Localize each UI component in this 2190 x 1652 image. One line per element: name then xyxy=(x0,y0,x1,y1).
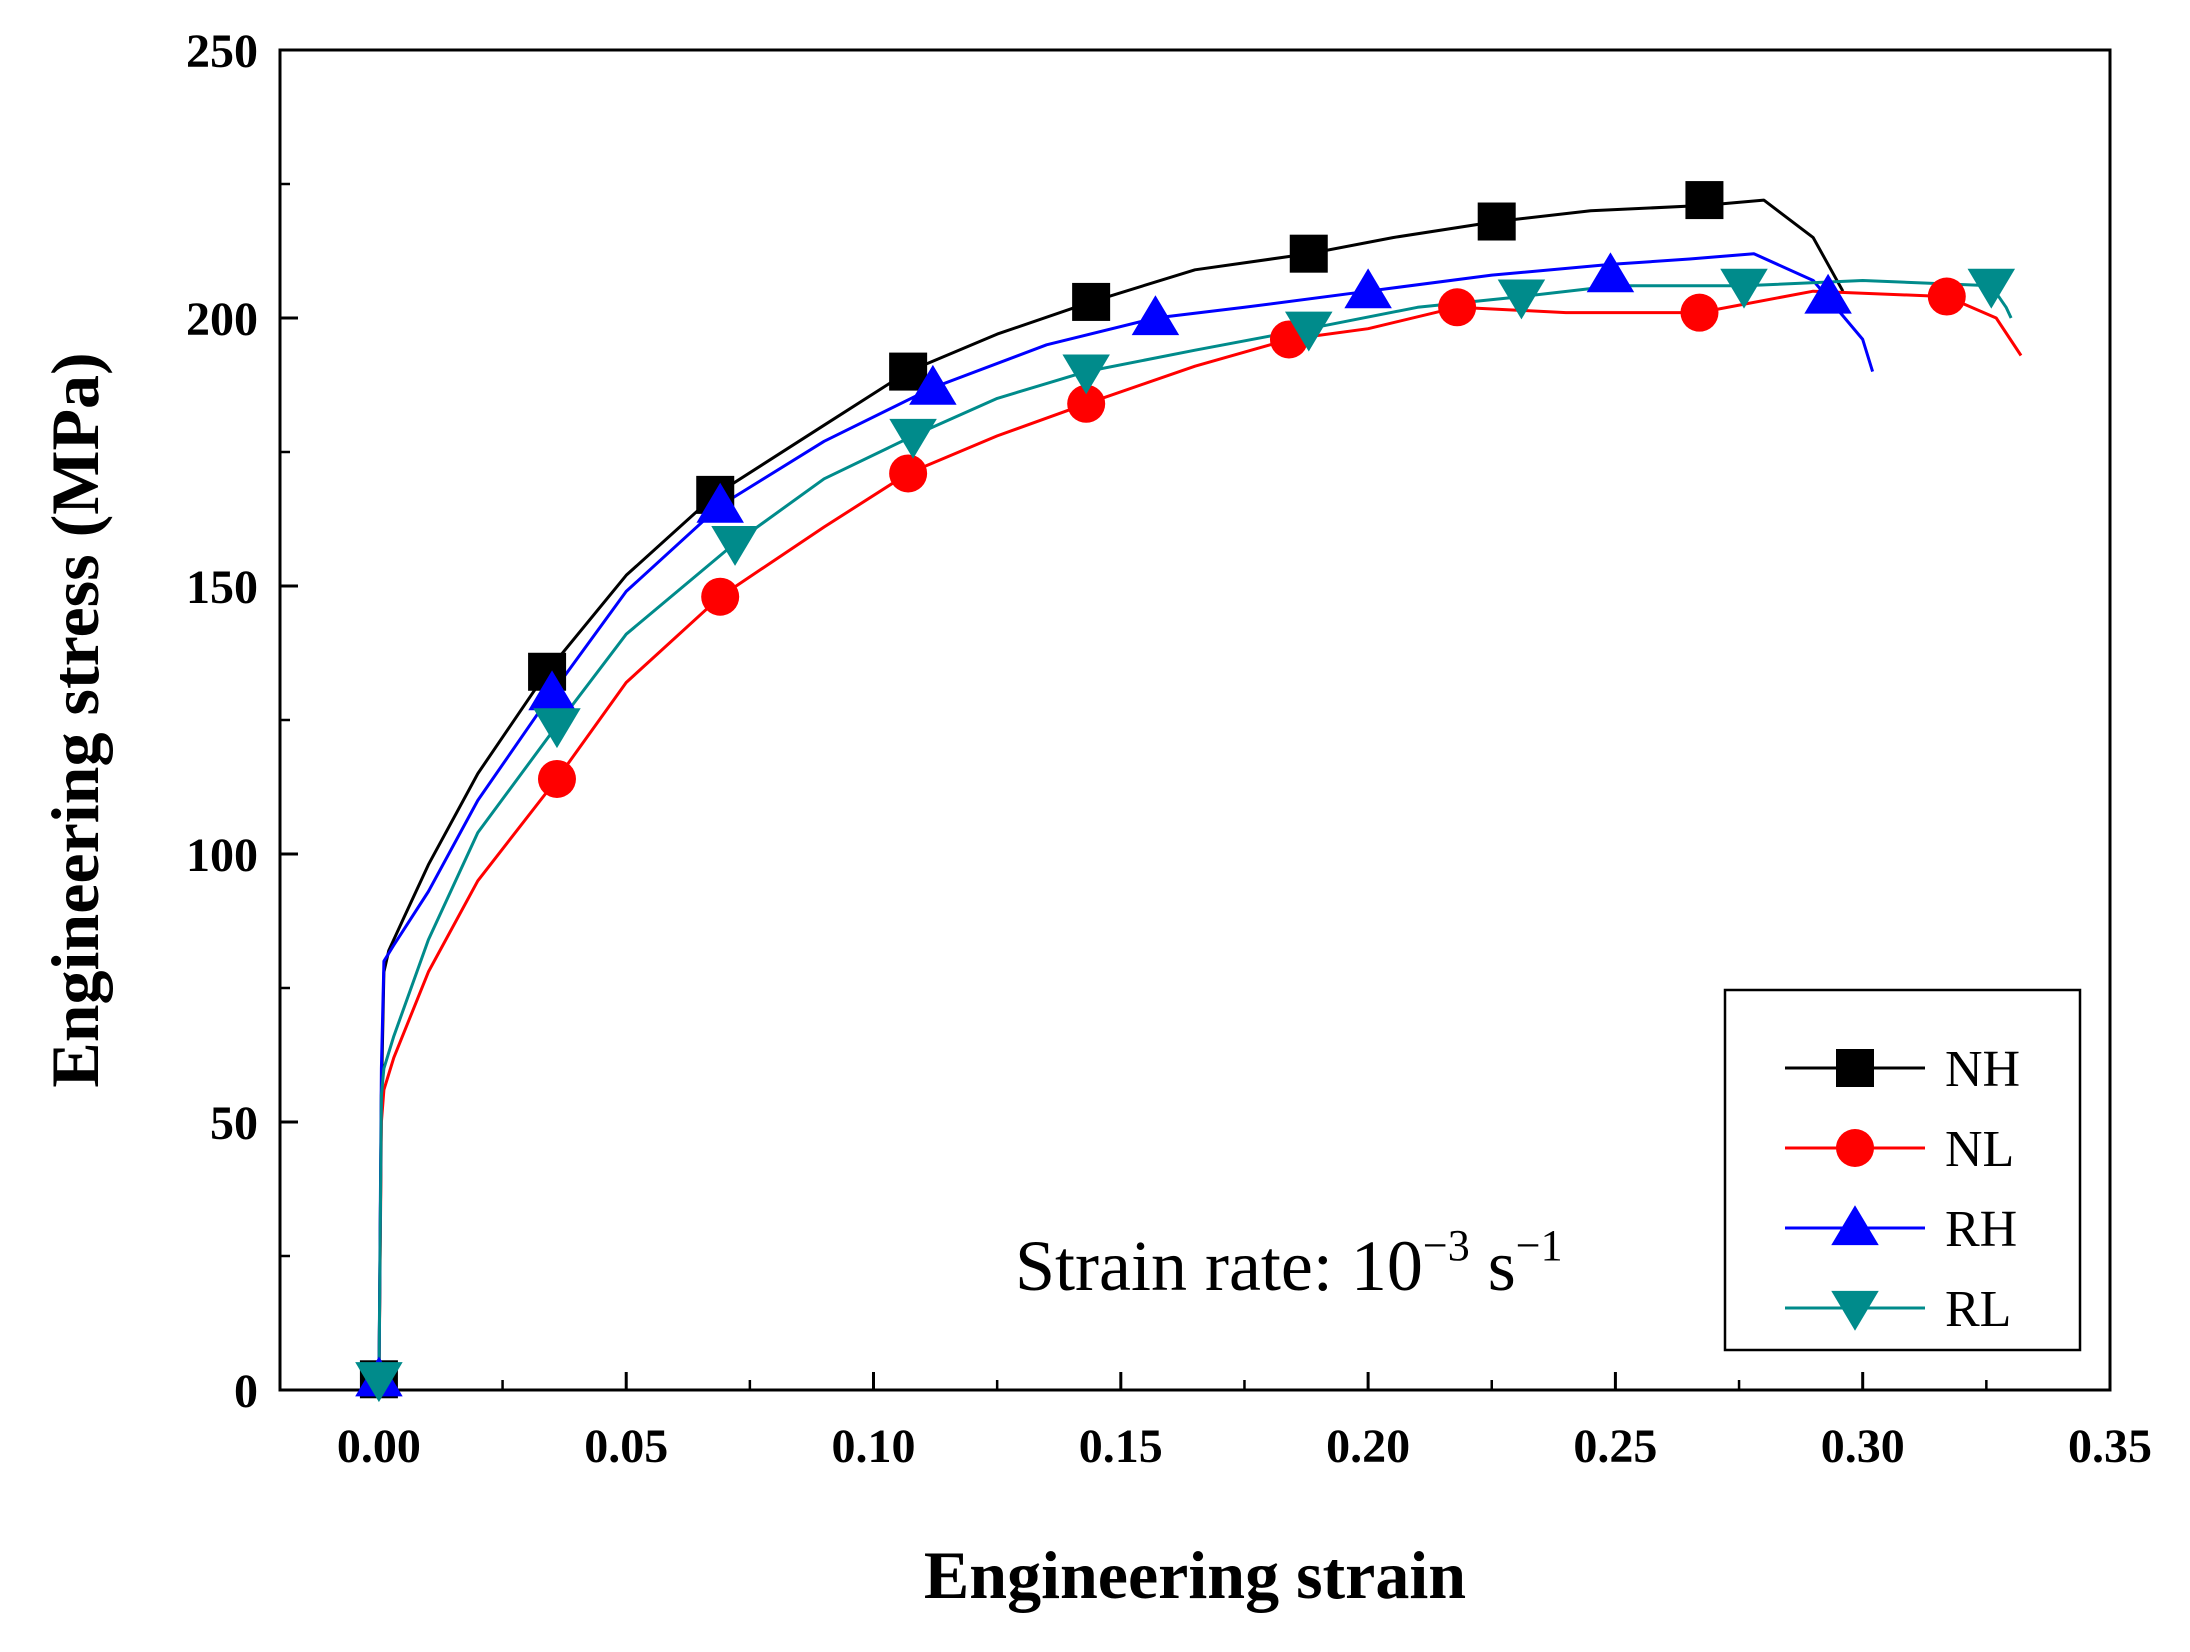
x-tick-label: 0.20 xyxy=(1326,1420,1410,1473)
data-point-nh xyxy=(889,352,928,391)
legend-marker-nh xyxy=(1836,1049,1874,1087)
y-tick-label: 250 xyxy=(186,25,258,78)
legend-label-rl: RL xyxy=(1945,1281,2011,1338)
data-point-rl xyxy=(889,418,937,459)
y-tick-label: 50 xyxy=(210,1097,258,1150)
strain-rate-annotation: Strain rate: 10−3 s−1 xyxy=(1015,1221,1563,1306)
x-tick-label: 0.30 xyxy=(1821,1420,1905,1473)
data-point-rh xyxy=(696,482,744,523)
data-point-nl xyxy=(701,577,740,616)
data-point-nh xyxy=(1685,181,1724,220)
data-point-nh xyxy=(1477,202,1516,241)
data-point-nl xyxy=(1680,293,1719,332)
series-line-nl xyxy=(377,289,2023,1391)
data-point-nh xyxy=(1289,234,1328,273)
legend-label-rh: RH xyxy=(1945,1201,2017,1258)
annotation-text: Strain rate: 10 xyxy=(1015,1226,1423,1306)
y-tick-label: 0 xyxy=(234,1365,258,1418)
data-point-rh xyxy=(528,670,576,711)
data-point-rh xyxy=(909,364,957,405)
legend-label-nl: NL xyxy=(1945,1121,2014,1178)
x-tick-label: 0.00 xyxy=(337,1420,421,1473)
data-point-rl xyxy=(1062,354,1110,395)
data-point-rl xyxy=(355,1362,403,1403)
x-tick-label: 0.35 xyxy=(2068,1420,2152,1473)
x-tick-label: 0.05 xyxy=(584,1420,668,1473)
data-point-rl xyxy=(711,526,759,566)
annotation-exponent-1: −3 xyxy=(1423,1221,1470,1270)
data-point-nl xyxy=(1067,384,1106,423)
x-axis-ticks: 0.00 0.05 0.10 0.15 0.20 0.25 0.30 0.35 xyxy=(337,1372,2152,1473)
legend-marker-rl xyxy=(1831,1290,1879,1331)
x-tick-label: 0.10 xyxy=(832,1420,916,1473)
x-tick-label: 0.15 xyxy=(1079,1420,1163,1473)
data-point-rl xyxy=(1285,311,1333,352)
data-point-rh xyxy=(1344,268,1392,309)
legend-label-nh: NH xyxy=(1945,1041,2020,1098)
data-point-rl xyxy=(1497,279,1546,320)
y-tick-label: 200 xyxy=(186,293,258,346)
x-tick-label: 0.25 xyxy=(1573,1420,1657,1473)
y-axis-title: Engineering stress (MPa) xyxy=(37,352,113,1087)
x-axis-title: Engineering strain xyxy=(924,1537,1466,1613)
data-point-rh xyxy=(1131,295,1180,336)
data-point-nl xyxy=(889,454,928,493)
legend-marker-nl xyxy=(1836,1129,1874,1167)
data-point-nl xyxy=(537,759,576,798)
data-point-rl xyxy=(1720,268,1768,309)
y-axis-ticks: 0 50 100 150 200 250 xyxy=(186,25,298,1418)
data-point-rh xyxy=(1586,252,1635,293)
series-line-rl xyxy=(377,279,2013,1391)
data-point-rl xyxy=(1967,268,2016,309)
data-point-nl xyxy=(1927,277,1966,316)
y-tick-label: 100 xyxy=(186,829,258,882)
data-point-rh xyxy=(1804,273,1852,314)
data-point-nl xyxy=(1438,288,1477,327)
series-line-rh xyxy=(377,252,1875,1391)
legend-box xyxy=(1723,988,2082,1352)
annotation-unit: s xyxy=(1470,1226,1516,1306)
annotation-exponent-2: −1 xyxy=(1516,1221,1563,1270)
data-point-nh xyxy=(1072,282,1111,321)
y-tick-label: 150 xyxy=(186,561,258,614)
series-line-nh xyxy=(377,198,1845,1391)
legend-marker-rh xyxy=(1831,1205,1879,1246)
legend: NH NL RH RL xyxy=(1723,988,2082,1352)
series-markers xyxy=(355,181,2016,1403)
data-point-rl xyxy=(533,708,581,749)
